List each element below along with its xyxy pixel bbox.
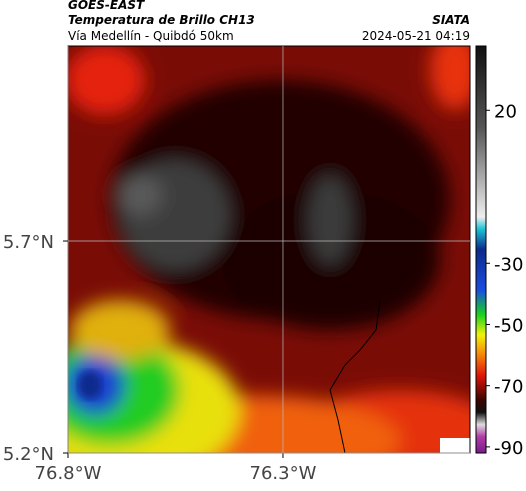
subtitle: Temperatura de Brillo CH13 [68,13,255,27]
y-tick-label: 5.7°N [3,232,54,253]
x-tick-label: 76.8°W [35,463,102,484]
colorbar-tick-label: -70 [494,377,523,398]
colorbar [475,45,487,454]
region: Vía Medellín - Quibdó 50km [68,29,234,43]
colorbar-tick-label: 20 [494,101,517,122]
source: SIATA [432,13,470,27]
y-tick-label: 5.2°N [3,444,54,465]
colorbar-tick-label: -50 [494,315,523,336]
title: GOES-EAST [68,0,145,12]
colorbar-tick-label: -30 [494,254,523,275]
x-tick-label: 76.3°W [250,463,317,484]
colorbar-tick-label: -90 [494,438,523,459]
brightness-field [68,46,470,453]
timestamp: 2024-05-21 04:19 [362,29,470,43]
